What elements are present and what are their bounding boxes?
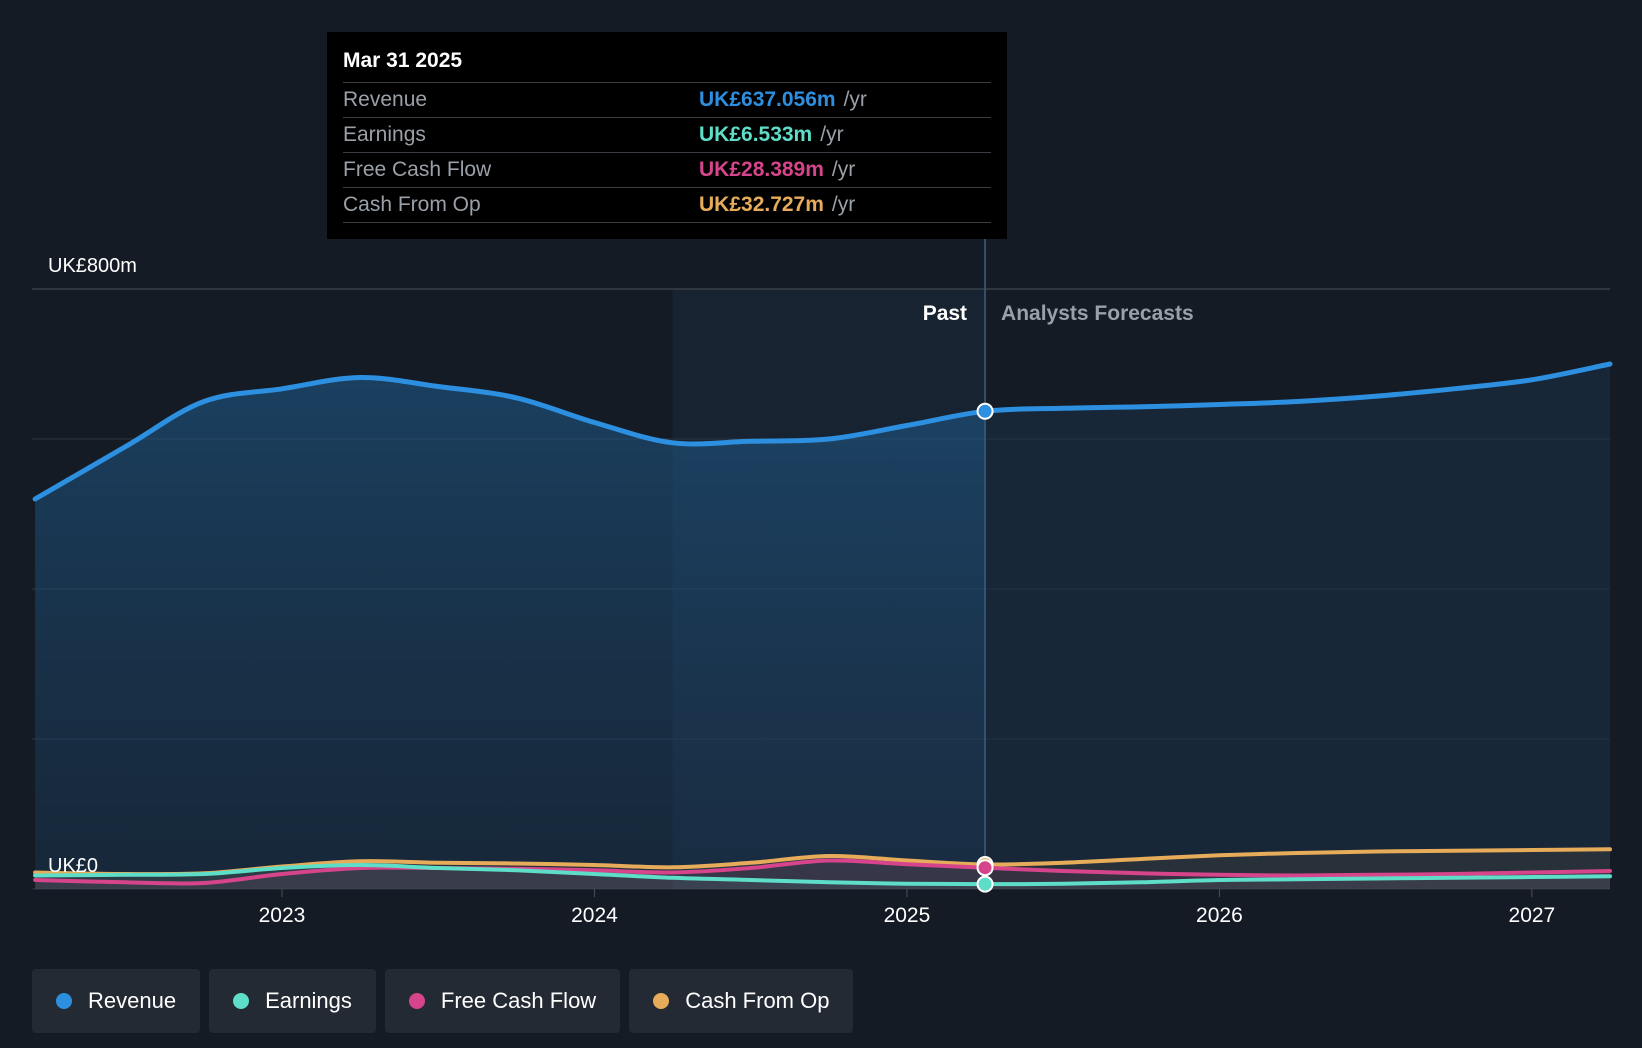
legend-item-revenue[interactable]: Revenue (32, 969, 201, 1033)
x-axis-tick-label: 2025 (884, 904, 931, 927)
tooltip-label: Free Cash Flow (343, 158, 492, 181)
legend-dot-icon (653, 993, 670, 1009)
tooltip-label: Cash From Op (343, 193, 481, 216)
x-axis-tick-label: 2026 (1196, 904, 1243, 927)
series-line-revenue (32, 361, 1613, 502)
x-axis-tick-label: 2027 (1509, 904, 1556, 927)
forecast-label: Analysts Forecasts (1001, 302, 1194, 325)
tooltip-unit: /yr (843, 88, 867, 111)
legend-label: Free Cash Flow (440, 988, 597, 1013)
past-label: Past (923, 302, 967, 325)
tooltip-date: Mar 31 2025 (343, 49, 463, 72)
tooltip-unit: /yr (831, 193, 856, 216)
legend-item-cash-from-op[interactable]: Cash From Op (629, 969, 854, 1033)
series-line-earnings (33, 862, 1612, 887)
legend-dot-icon (56, 993, 72, 1009)
tooltip-value: UK£28.389m (699, 158, 824, 181)
legend-label: Revenue (88, 988, 177, 1013)
tooltip: Mar 31 2025 Revenue UK£637.056m /yr Earn… (327, 32, 1007, 239)
series-marker-earnings (976, 875, 994, 893)
y-axis-label-top: UK£800m (48, 255, 137, 277)
series-marker-revenue (976, 402, 994, 420)
series-marker-free-cash-flow (976, 859, 994, 877)
legend-label: Earnings (265, 988, 352, 1013)
legend-item-earnings[interactable]: Earnings (209, 969, 376, 1033)
tooltip-row-cash-from-op: Cash From Op UK£32.727m /yr (343, 187, 991, 223)
tooltip-label: Earnings (343, 123, 426, 146)
legend-label: Cash From Op (685, 988, 830, 1013)
legend-dot-icon (233, 993, 250, 1009)
tooltip-value: UK£32.727m (699, 193, 824, 216)
revenue-area-past (35, 377, 986, 889)
tooltip-unit: /yr (831, 158, 856, 181)
y-axis-label-bottom: UK£0 (48, 855, 98, 877)
tooltip-row-revenue: Revenue UK£637.056m /yr (343, 82, 991, 117)
tooltip-value: UK£6.533m (699, 123, 813, 146)
tooltip-label: Revenue (343, 88, 428, 111)
legend-dot-icon (408, 993, 425, 1009)
x-axis-tick-label: 2023 (259, 904, 306, 927)
tooltip-row-free-cash-flow: Free Cash Flow UK£28.389m /yr (343, 152, 991, 187)
revenue-area-forecast (985, 364, 1610, 889)
series-line-free-cash-flow (33, 858, 1612, 886)
x-axis-tick-label: 2024 (571, 904, 618, 927)
tooltip-value: UK£637.056m (699, 88, 836, 111)
series-area-earnings (35, 865, 1611, 889)
legend: Revenue Earnings Free Cash Flow Cash Fro… (32, 969, 862, 1033)
legend-item-free-cash-flow[interactable]: Free Cash Flow (384, 969, 621, 1033)
tooltip-unit: /yr (820, 123, 844, 146)
tooltip-row-earnings: Earnings UK£6.533m /yr (343, 117, 991, 152)
